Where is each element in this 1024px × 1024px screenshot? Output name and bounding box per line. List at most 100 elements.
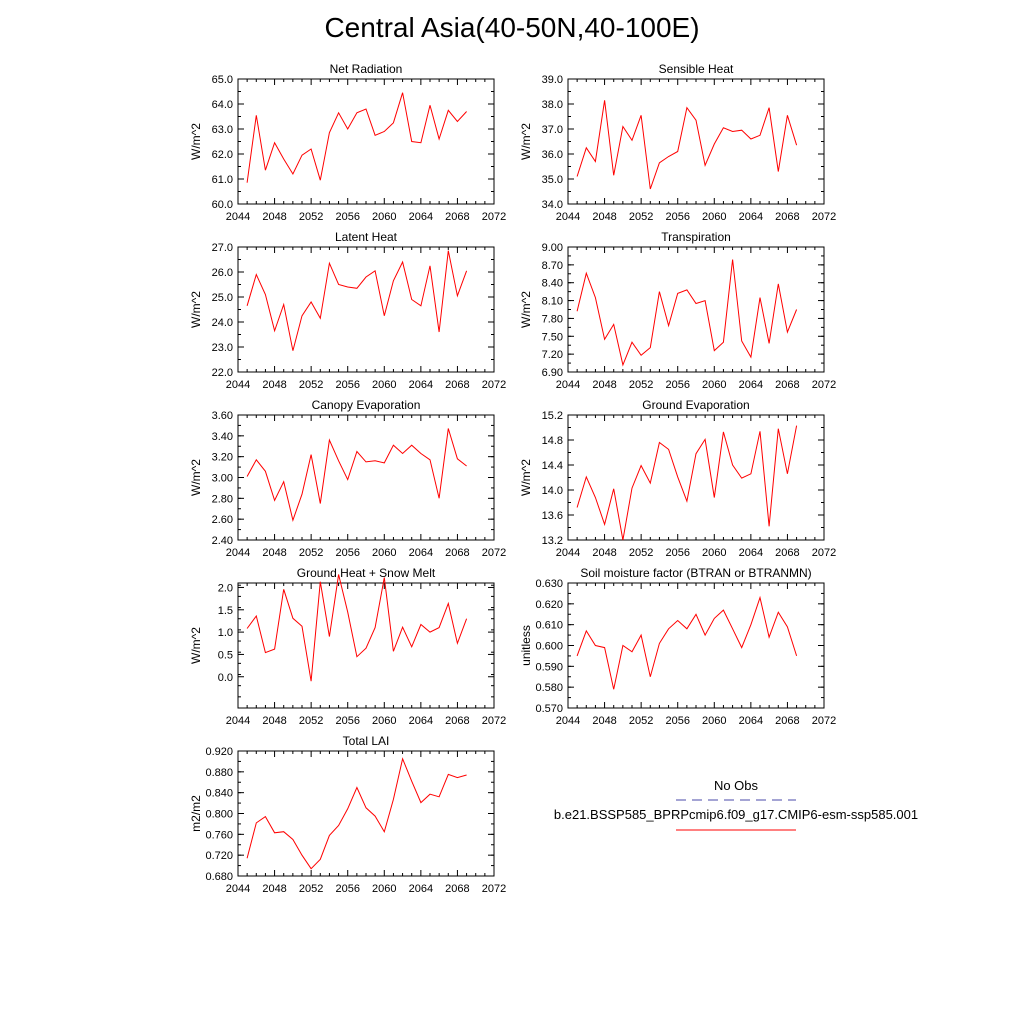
plot-frame	[237, 750, 495, 877]
x-tick-label: 2060	[372, 211, 396, 223]
x-tick-label: 2044	[556, 547, 580, 559]
x-tick-label: 2044	[556, 211, 580, 223]
y-axis-label: W/m^2	[189, 123, 203, 160]
x-tick-label: 2056	[335, 547, 359, 559]
y-tick-label: 27.0	[212, 242, 233, 254]
y-tick-label: 3.40	[212, 431, 233, 443]
y-axis-label: W/m^2	[519, 123, 533, 160]
plot-frame	[237, 246, 495, 373]
series-line	[246, 574, 468, 682]
x-tick-label: 2048	[262, 547, 286, 559]
y-axis-label: W/m^2	[189, 291, 203, 328]
x-tick-label: 2072	[482, 379, 506, 391]
x-tick-label: 2068	[775, 547, 799, 559]
y-tick-label: 22.0	[212, 367, 233, 379]
y-tick-label: 0.680	[205, 871, 233, 883]
x-tick-label: 2052	[299, 883, 323, 895]
x-tick-label: 2072	[812, 547, 836, 559]
y-tick-label: 38.0	[542, 99, 563, 111]
x-tick-label: 2048	[262, 715, 286, 727]
y-tick-label: 25.0	[212, 292, 233, 304]
y-tick-label: 2.0	[218, 582, 233, 594]
x-tick-label: 2048	[592, 715, 616, 727]
panel-title: Ground Heat + Snow Melt	[297, 566, 436, 580]
y-tick-label: 23.0	[212, 342, 233, 354]
panel-1: Sensible Heat 2044 2048 2052 2056 2060 2064 206…	[519, 62, 836, 223]
page-title: Central Asia(40-50N,40-100E)	[324, 12, 700, 43]
y-axis-label: W/m^2	[519, 459, 533, 496]
y-tick-label: 8.40	[542, 278, 563, 290]
x-tick-label: 2064	[739, 547, 763, 559]
x-tick-label: 2072	[482, 211, 506, 223]
y-tick-label: 0.590	[535, 661, 563, 673]
x-tick-label: 2044	[556, 715, 580, 727]
y-tick-label: 1.0	[218, 627, 233, 639]
y-tick-label: 3.60	[212, 410, 233, 422]
y-tick-label: 2.40	[212, 535, 233, 547]
y-tick-label: 2.80	[212, 493, 233, 505]
y-tick-label: 9.00	[542, 242, 563, 254]
x-tick-label: 2060	[702, 379, 726, 391]
y-tick-label: 14.8	[542, 435, 563, 447]
panel-5: Ground Evaporation 2044 2048 2052 2056 2060 20…	[519, 398, 836, 559]
y-tick-label: 26.0	[212, 267, 233, 279]
y-tick-label: 14.0	[542, 485, 563, 497]
x-tick-label: 2064	[739, 715, 763, 727]
panel-7: Soil moisture factor (BTRAN or BTRANMN) 2…	[519, 566, 836, 727]
panel-0: Net Radiation 2044 2048 2052 2056 2060 2064 206…	[189, 62, 506, 223]
x-tick-label: 2056	[665, 379, 689, 391]
x-tick-label: 2056	[335, 883, 359, 895]
x-tick-label: 2052	[299, 379, 323, 391]
y-tick-label: 37.0	[542, 124, 563, 136]
x-tick-label: 2056	[665, 715, 689, 727]
panel-title: Transpiration	[661, 230, 731, 244]
y-tick-label: 7.50	[542, 331, 563, 343]
x-tick-label: 2060	[372, 547, 396, 559]
plot-frame	[567, 414, 825, 541]
x-tick-label: 2048	[592, 547, 616, 559]
series-line	[246, 92, 467, 183]
legend: No Obs b.e21.BSSP585_BPRPcmip6.f09_g17.C…	[520, 778, 952, 838]
x-tick-label: 2052	[299, 211, 323, 223]
y-tick-label: 0.5	[218, 649, 233, 661]
y-tick-label: 13.2	[542, 535, 563, 547]
y-tick-label: 0.620	[535, 599, 563, 611]
x-tick-label: 2048	[262, 883, 286, 895]
legend-line-no-obs	[676, 799, 796, 801]
legend-label-model-run: b.e21.BSSP585_BPRPcmip6.f09_g17.CMIP6-es…	[553, 807, 919, 822]
y-tick-label: 34.0	[542, 199, 563, 211]
legend-line-model-run	[676, 829, 796, 831]
y-tick-label: 7.20	[542, 349, 563, 361]
series-line	[576, 595, 798, 690]
x-tick-label: 2068	[775, 211, 799, 223]
y-axis-label: unitless	[519, 625, 533, 666]
y-tick-label: 8.70	[542, 260, 563, 272]
x-tick-label: 2068	[445, 211, 469, 223]
x-tick-label: 2044	[226, 883, 250, 895]
series-line	[576, 425, 798, 541]
x-tick-label: 2072	[812, 715, 836, 727]
x-tick-label: 2060	[372, 883, 396, 895]
x-tick-label: 2044	[226, 715, 250, 727]
y-tick-label: 0.580	[535, 682, 563, 694]
series-line	[246, 757, 467, 870]
y-tick-label: 61.0	[212, 174, 233, 186]
y-tick-label: 24.0	[212, 317, 233, 329]
plot-frame	[567, 78, 825, 205]
y-tick-label: 2.60	[212, 514, 233, 526]
x-tick-label: 2060	[702, 715, 726, 727]
x-tick-label: 2072	[812, 379, 836, 391]
x-tick-label: 2044	[226, 547, 250, 559]
x-tick-label: 2052	[629, 379, 653, 391]
x-tick-label: 2056	[335, 211, 359, 223]
y-tick-label: 15.2	[542, 410, 563, 422]
panel-8: Total LAI 2044 2048 2052 2056 2060 2064 2068 207…	[189, 734, 506, 895]
x-tick-label: 2044	[556, 379, 580, 391]
y-tick-label: 7.80	[542, 313, 563, 325]
series-line	[576, 100, 798, 190]
y-tick-label: 36.0	[542, 149, 563, 161]
panel-title: Canopy Evaporation	[312, 398, 421, 412]
x-tick-label: 2060	[702, 547, 726, 559]
panel-6: Ground Heat + Snow Melt 2044 2048 2052 2056 2…	[189, 566, 506, 727]
